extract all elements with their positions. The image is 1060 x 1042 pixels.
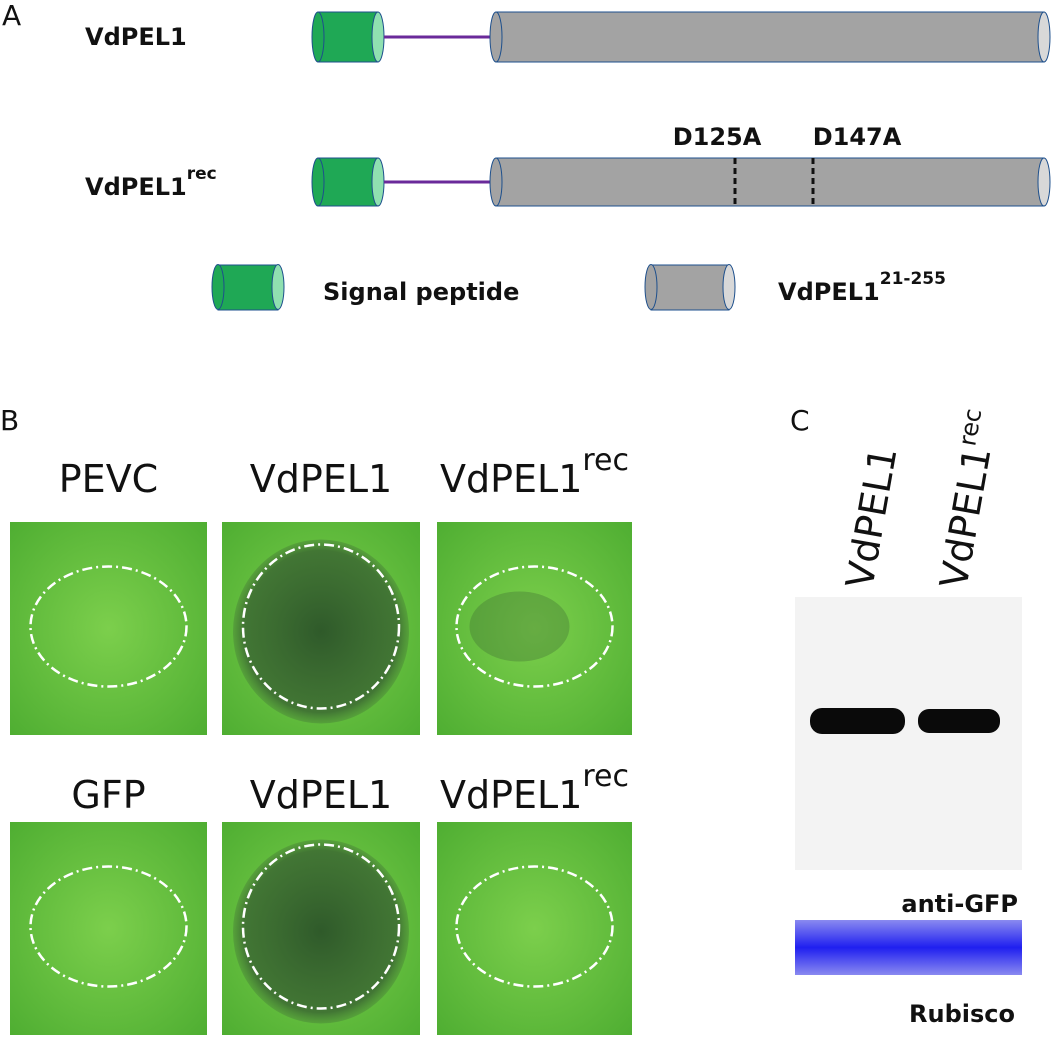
treatment-label: PEVC [59, 457, 158, 501]
leaf-image [437, 822, 632, 1035]
blot-label: Rubisco [909, 1000, 1015, 1028]
treatment-label: VdPEL1 [250, 457, 392, 501]
leaf-image [10, 522, 207, 735]
construct-name: VdPEL1 [85, 23, 187, 51]
legend-label: VdPEL1 [778, 278, 880, 306]
leaf-image [437, 522, 632, 735]
treatment-label: VdPEL1 [250, 457, 392, 501]
infiltration-circle [455, 865, 614, 988]
construct-name: VdPEL1 [85, 173, 187, 201]
legend-label: VdPEL121-255 [778, 269, 946, 306]
legend-icon [211, 264, 285, 311]
lesion [233, 539, 409, 724]
panel-label: A [2, 0, 21, 32]
treatment-label: VdPEL1 [440, 773, 582, 817]
lane-label: VdPEL1 [838, 444, 906, 592]
legend-icon [644, 264, 736, 311]
rubisco-stain [795, 920, 1022, 975]
superscript: rec [582, 443, 629, 478]
superscript: rec [187, 164, 217, 184]
infiltration-circle [241, 543, 401, 710]
mutation-label: D125A [673, 123, 762, 151]
infiltration-circle [29, 565, 188, 688]
treatment-label: VdPEL1rec [440, 443, 629, 501]
legend-label: Signal peptide [323, 278, 519, 306]
construct-diagram [311, 11, 1051, 63]
blot-band [918, 709, 1000, 733]
treatment-label: VdPEL1 [250, 773, 392, 817]
infiltration-circle [29, 865, 188, 988]
construct-diagram [311, 157, 1051, 207]
treatment-label: VdPEL1rec [440, 759, 629, 817]
lane-label: VdPEL1 [932, 444, 1000, 592]
superscript: rec [582, 759, 629, 794]
treatment-label: GFP [71, 773, 145, 817]
lesion [233, 839, 409, 1024]
treatment-label: GFP [71, 773, 145, 817]
treatment-label: PEVC [59, 457, 158, 501]
leaf-images [10, 522, 632, 1035]
construct-name: VdPEL1 [85, 23, 187, 51]
lane-label: VdPEL1rec [929, 406, 1006, 591]
panel-label: C [790, 404, 810, 437]
treatment-label: VdPEL1 [440, 457, 582, 501]
superscript: rec [953, 406, 987, 448]
legend-label: Signal peptide [323, 278, 519, 306]
infiltration-circle [455, 565, 614, 688]
construct-name: VdPEL1rec [85, 164, 217, 201]
treatment-label: VdPEL1 [250, 773, 392, 817]
mutation-label: D147A [813, 123, 902, 151]
infiltration-circle [241, 843, 401, 1010]
superscript: 21-255 [880, 269, 946, 289]
panel-label: B [0, 404, 19, 437]
lane-label: VdPEL1 [838, 444, 906, 592]
blot-label: anti-GFP [901, 890, 1018, 918]
leaf-image [10, 822, 207, 1035]
lesion [469, 591, 570, 662]
blot-band [810, 708, 905, 734]
